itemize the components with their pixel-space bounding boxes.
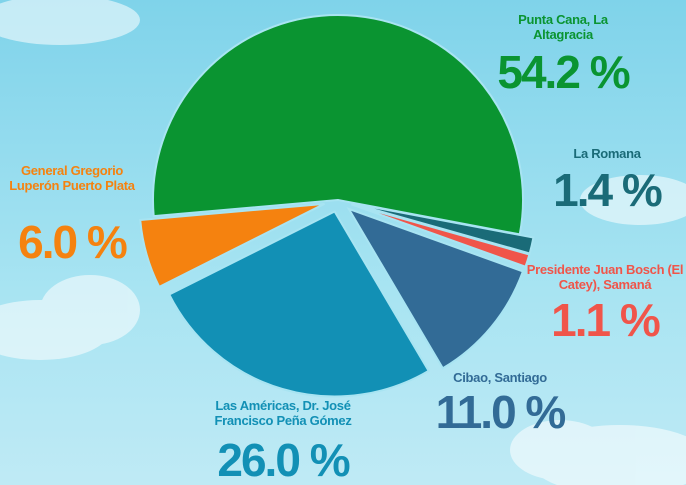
pie-slice <box>152 14 524 236</box>
pie-slice <box>139 202 325 289</box>
value-label: 11.0 % <box>435 386 567 438</box>
slice-label: Cibao, Santiago <box>453 370 547 385</box>
slice-label: General Gregorio Luperón Puerto Plata <box>9 163 135 193</box>
value-label: 6.0 % <box>18 216 128 268</box>
slice-label: Punta Cana, La Altagracia <box>518 12 608 42</box>
pie-slice <box>350 203 531 269</box>
pie-slice <box>351 202 535 255</box>
value-label: 54.2 % <box>497 46 630 98</box>
pie-slice <box>167 210 431 398</box>
pie <box>139 14 535 398</box>
pie-slice <box>346 207 525 370</box>
slice-label: Las Américas, Dr. José Francisco Peña Gó… <box>214 398 352 428</box>
slice-label: Presidente Juan Bosch (El Catey), Samaná <box>526 262 684 292</box>
value-label: 1.1 % <box>551 294 661 346</box>
slice-label: La Romana <box>573 146 641 161</box>
value-label: 1.4 % <box>553 164 663 216</box>
value-label: 26.0 % <box>217 434 350 485</box>
